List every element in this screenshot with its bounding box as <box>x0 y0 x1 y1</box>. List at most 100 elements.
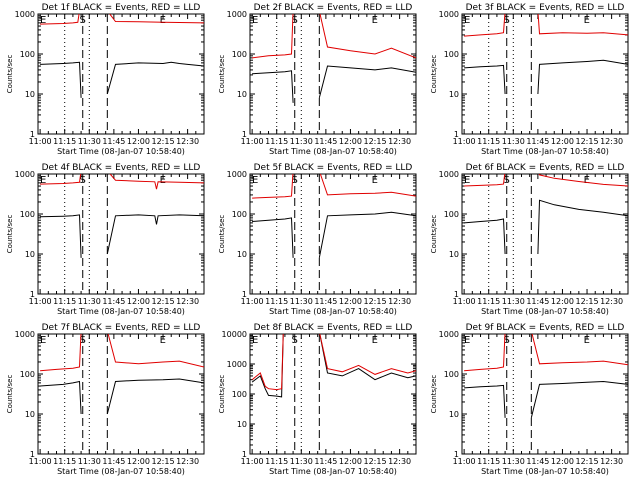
y-axis-label: Counts/sec <box>6 55 14 94</box>
series-line-lld <box>40 14 80 25</box>
x-tick-label: 11:30 <box>290 297 313 306</box>
plot-frame <box>37 173 205 295</box>
x-tick-label: 11:00 <box>29 457 52 466</box>
x-tick-label: 11:45 <box>102 297 125 306</box>
marker-label-e: E <box>252 175 258 186</box>
x-tick-label: 12:30 <box>176 137 199 146</box>
series-line-events <box>252 70 294 103</box>
y-tick-label: 100 <box>20 50 35 59</box>
x-tick-label: 11:45 <box>526 297 549 306</box>
plot-frame <box>37 13 205 135</box>
series-line-events <box>106 378 204 415</box>
series-line-events <box>251 334 284 398</box>
marker-label-s: S <box>292 335 298 346</box>
x-tick-label: 12:30 <box>600 137 623 146</box>
panel-4: Det 4f BLACK = Events, RED = LLD 1 10 100 10… <box>6 163 205 316</box>
marker-label-s: S <box>80 335 86 346</box>
series-line-lld <box>109 14 204 24</box>
x-tick-label: 12:00 <box>127 297 150 306</box>
plot-frame <box>461 13 629 135</box>
x-tick-label: 12:15 <box>364 457 387 466</box>
x-tick-label: 11:30 <box>78 457 101 466</box>
x-tick-label: 12:15 <box>576 457 599 466</box>
marker-label-e: E <box>584 15 590 26</box>
series-line-events <box>106 61 204 95</box>
x-tick-label: 12:15 <box>576 297 599 306</box>
y-tick-label: 1000 <box>439 10 459 19</box>
plot-frame <box>249 333 417 455</box>
x-tick-label: 12:00 <box>127 457 150 466</box>
marker-label-s: S <box>80 15 86 26</box>
x-tick-label: 12:15 <box>152 457 175 466</box>
x-tick-label: 11:00 <box>453 297 476 306</box>
x-tick-label: 12:00 <box>339 457 362 466</box>
y-axis-label: Counts/sec <box>218 215 226 254</box>
y-tick-label: 1000 <box>227 360 247 369</box>
x-tick-label: 11:30 <box>290 457 313 466</box>
y-axis-label: Counts/sec <box>218 55 226 94</box>
marker-label-e: E <box>160 335 166 346</box>
y-tick-label: 10 <box>449 250 459 259</box>
series-line-events <box>318 211 416 258</box>
series-line-lld <box>107 334 204 368</box>
y-tick-label: 100 <box>232 390 247 399</box>
y-tick-label: 1000 <box>15 10 35 19</box>
x-tick-label: 12:00 <box>551 457 574 466</box>
panel-3: Det 3f BLACK = Events, RED = LLD 1 10 100 10… <box>430 3 629 156</box>
x-tick-label: 12:30 <box>600 457 623 466</box>
x-tick-label: 11:15 <box>53 457 76 466</box>
series-line-events <box>40 380 82 415</box>
x-tick-label: 12:00 <box>339 137 362 146</box>
series-line-events <box>464 384 506 418</box>
x-tick-label: 12:30 <box>388 457 411 466</box>
marker-label-e: E <box>584 175 590 186</box>
x-tick-label: 11:45 <box>526 457 549 466</box>
y-tick-label: 1 <box>454 450 459 459</box>
x-tick-label: 11:00 <box>241 137 264 146</box>
y-axis-label: Counts/sec <box>218 375 226 414</box>
y-tick-label: 10000 <box>222 330 247 339</box>
y-tick-label: 10 <box>25 90 35 99</box>
x-tick-label: 11:45 <box>314 297 337 306</box>
panel-6: Det 6f BLACK = Events, RED = LLD 1 10 100 10… <box>430 163 629 316</box>
x-tick-label: 11:45 <box>314 457 337 466</box>
marker-label-e: E <box>372 15 378 26</box>
x-tick-label: 11:15 <box>477 297 500 306</box>
marker-label-e: E <box>160 175 166 186</box>
marker-label-e: E <box>40 175 46 186</box>
panel-title: Det 9f BLACK = Events, RED = LLD <box>466 323 625 333</box>
marker-label-e: E <box>464 175 470 186</box>
x-tick-label: 11:15 <box>53 137 76 146</box>
y-tick-label: 1 <box>242 450 247 459</box>
x-axis-label: Start Time (08-Jan-07 10:58:40) <box>269 147 397 156</box>
x-tick-label: 11:00 <box>241 457 264 466</box>
series-line-lld <box>319 14 416 59</box>
panel-title: Det 5f BLACK = Events, RED = LLD <box>254 163 413 173</box>
y-tick-label: 100 <box>20 210 35 219</box>
series-line-events <box>318 65 416 99</box>
series-line-lld <box>464 174 506 187</box>
y-tick-label: 1 <box>30 130 35 139</box>
x-tick-label: 12:30 <box>388 297 411 306</box>
marker-label-s: S <box>504 175 510 186</box>
y-tick-label: 100 <box>444 50 459 59</box>
y-tick-label: 1000 <box>439 170 459 179</box>
panel-title: Det 3f BLACK = Events, RED = LLD <box>466 3 625 13</box>
x-tick-label: 12:30 <box>600 297 623 306</box>
series-line-lld <box>538 174 628 187</box>
panel-1: Det 1f BLACK = Events, RED = LLD 1 10 100 10… <box>6 3 205 156</box>
x-axis-label: Start Time (08-Jan-07 10:58:40) <box>481 467 609 476</box>
x-axis-label: Start Time (08-Jan-07 10:58:40) <box>481 147 609 156</box>
series-line-lld <box>531 334 628 366</box>
y-tick-label: 100 <box>232 210 247 219</box>
series-line-lld <box>252 14 294 59</box>
panel-2: Det 2f BLACK = Events, RED = LLD 1 10 100 10… <box>218 3 417 156</box>
x-tick-label: 11:45 <box>314 137 337 146</box>
y-tick-label: 10 <box>449 410 459 419</box>
marker-label-e: E <box>40 15 46 26</box>
marker-label-s: S <box>504 15 510 26</box>
x-tick-label: 12:00 <box>551 137 574 146</box>
panel-title: Det 2f BLACK = Events, RED = LLD <box>254 3 413 13</box>
x-tick-label: 11:15 <box>265 297 288 306</box>
y-tick-label: 10 <box>237 90 247 99</box>
